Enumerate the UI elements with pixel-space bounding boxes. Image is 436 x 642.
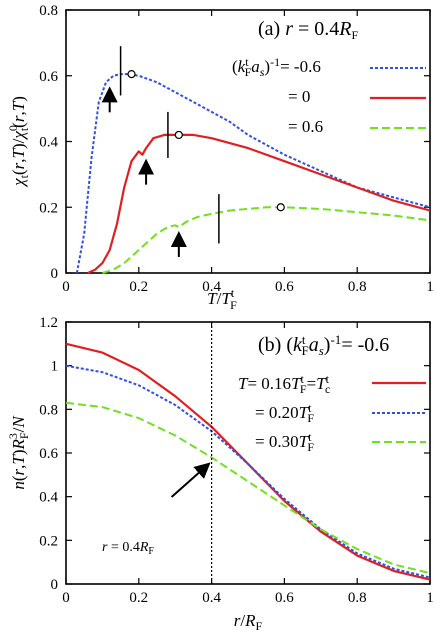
- panel-a-series: [75, 73, 431, 275]
- panel-b-xtick-label-5: 1: [426, 590, 434, 606]
- panel-b-xtick-label-0: 0: [62, 590, 70, 606]
- panel-a-series-0-line: [75, 73, 431, 274]
- panel-a-xlabel: T/Tt F: [207, 286, 237, 312]
- panel-b-ytick-label-6: 1.2: [39, 315, 58, 331]
- panel-a-legend: (kt Fas)-1= -0.6 = 0 = 0.6: [232, 55, 426, 136]
- panel-b-series-1-line: [65, 364, 431, 579]
- legend-a-entry-2-label: = 0: [288, 87, 310, 106]
- legend-a-entry-1-label: (kt Fas)-1= -0.6: [232, 55, 321, 79]
- panel-a-ytick-label-0: 0: [51, 266, 59, 282]
- panel-a-title: (a) r = 0.4RF: [258, 18, 359, 42]
- panel-b-xtick-label-4: 0.8: [348, 590, 367, 606]
- panel-b-xtick-label-2: 0.4: [202, 590, 221, 606]
- legend-b-entry-2-label: = 0.20Tt F: [255, 401, 314, 425]
- panel-b-annotation-arrow: [170, 462, 211, 498]
- panel-a-xtick-label-1: 0.2: [129, 279, 148, 295]
- panel-b-ylabel: n(r,T)R3F/N: [6, 415, 31, 490]
- panel-b-annotation-text: r = 0.4RF: [102, 540, 154, 557]
- panel-b-series: [65, 342, 431, 581]
- panel-b-xtick-label-1: 0.2: [129, 590, 148, 606]
- panel-a-series-2-maximum-marker: [276, 203, 285, 212]
- panel-a-ytick-label-3: 0.6: [39, 69, 58, 85]
- panel-b-title: (b) (kt Fas)-1= -0.6: [258, 332, 389, 358]
- panel-a-ylabel: χt(r,T)/χ0t(r,T): [6, 96, 31, 188]
- panel-a: 0 0.2 0.4 0.6 0.8 1 0 0.2 0.4 0.6 0.8 (a) r = 0.4R…: [6, 3, 434, 312]
- panel-b-ytick-label-0: 0: [51, 577, 59, 593]
- panel-a-series-2-line: [102, 206, 431, 274]
- panel-a-annotations: [101, 46, 285, 257]
- panel-b-ticks: 0 0.2 0.4 0.6 0.8 1 0 0.2 0.4 0.6 0.8 1 1.2: [39, 315, 434, 606]
- panel-a-ytick-label-1: 0.2: [39, 200, 58, 216]
- panel-a-xtick-label-4: 0.8: [348, 279, 367, 295]
- panel-a-series-1-line: [87, 133, 431, 275]
- panel-b-ytick-label-2: 0.4: [39, 490, 58, 506]
- panel-a-ticks: 0 0.2 0.4 0.6 0.8 1 0 0.2 0.4 0.6 0.8: [39, 3, 434, 295]
- panel-a-xtick-label-2: 0.4: [202, 279, 221, 295]
- legend-a-entry-3-label: = 0.6: [288, 117, 323, 136]
- panel-a-xtick-label-5: 1: [426, 279, 434, 295]
- panel-a-series-0-maximum-marker: [127, 70, 136, 79]
- legend-b-entry-3-label: = 0.30Tt F: [255, 430, 314, 454]
- panel-b-ytick-label-1: 0.2: [39, 533, 58, 549]
- legend-b-entry-1-label: T= 0.16Tt F=Tt c: [238, 372, 330, 396]
- panel-a-ytick-label-2: 0.4: [39, 135, 58, 151]
- panel-b: 0 0.2 0.4 0.6 0.8 1 0 0.2 0.4 0.6 0.8 1 1.2 (b) (kt F…: [6, 315, 434, 633]
- panel-b-ytick-label-3: 0.6: [39, 446, 58, 462]
- panel-b-xlabel: r/RF: [234, 611, 263, 633]
- panel-b-annotations: [170, 322, 213, 584]
- panel-b-ytick-label-4: 0.8: [39, 402, 58, 418]
- panel-a-series-1-maximum-marker: [174, 130, 183, 140]
- panel-a-ytick-label-4: 0.8: [39, 3, 58, 19]
- panel-a-xtick-label-3: 0.6: [275, 279, 294, 295]
- panel-b-xtick-label-3: 0.6: [275, 590, 294, 606]
- panel-b-legend: T= 0.16Tt F=Tt c = 0.20Tt F = 0.30Tt F: [238, 372, 426, 454]
- panel-a-xtick-label-0: 0: [62, 279, 70, 295]
- panel-b-series-2-line: [65, 401, 431, 575]
- panel-b-ytick-label-5: 1: [51, 359, 59, 375]
